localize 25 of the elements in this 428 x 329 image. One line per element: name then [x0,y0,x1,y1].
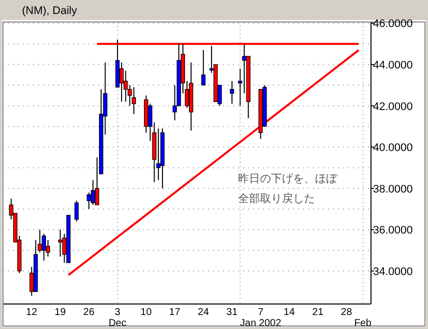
x-tick-label: 26 [83,307,95,318]
x-tick-label: 14 [284,307,296,318]
x-tick-label: 19 [54,307,66,318]
x-tick-label: 24 [198,307,210,318]
x-tick-label: 3 [114,307,121,318]
x2-tick-label: Feb [354,318,372,329]
x-tick-label: 10 [140,307,152,318]
x2-tick-label: Dec [108,318,126,329]
y-tick-label: 36.0000 [373,224,413,237]
annotation: 全部取り戻した [238,192,315,205]
y-tick-label: 40.0000 [373,142,413,154]
x-tick-label: 17 [169,307,181,318]
y-tick-label: 42.0000 [373,100,413,113]
chart-title: (NM), Daily [22,5,78,17]
x-tick-label: 21 [312,307,324,318]
y-tick-label: 38.0000 [373,183,413,196]
y-tick-label: 44.0000 [373,60,413,72]
y-tick-label: 46.0000 [373,18,413,30]
x2-tick-label: Jan 2002 [240,318,282,329]
annotation: 昨日の下げを、ほぼ [238,173,338,185]
y-tick-label: 34.0000 [373,266,413,278]
x-tick-label: 31 [226,307,238,318]
x-tick-label: 7 [258,307,264,318]
x-tick-label: 12 [26,307,38,318]
x-tick-label: 28 [340,307,352,318]
